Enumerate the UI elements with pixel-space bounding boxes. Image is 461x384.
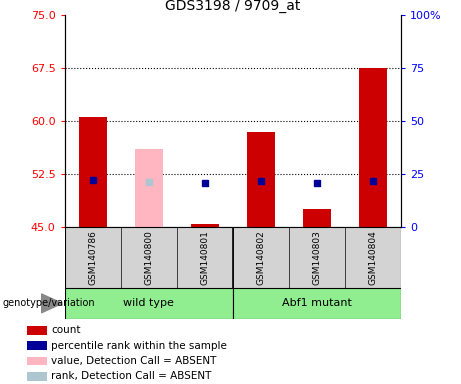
Text: GSM140800: GSM140800 [144,230,153,285]
Text: GSM140803: GSM140803 [313,230,321,285]
Text: rank, Detection Call = ABSENT: rank, Detection Call = ABSENT [51,371,212,381]
Text: wild type: wild type [123,298,174,308]
Bar [27,372,47,381]
Bar [27,326,47,334]
Bar [233,288,401,319]
Bar [247,131,275,227]
Text: GSM140802: GSM140802 [256,230,266,285]
Text: value, Detection Call = ABSENT: value, Detection Call = ABSENT [51,356,217,366]
Bar [27,341,47,350]
Bar [135,149,163,227]
Bar [359,68,387,227]
Text: Abf1 mutant: Abf1 mutant [282,298,352,308]
Text: percentile rank within the sample: percentile rank within the sample [51,341,227,351]
Bar [27,357,47,365]
Text: GSM140801: GSM140801 [200,230,209,285]
Text: GSM140804: GSM140804 [368,230,378,285]
Bar [78,118,106,227]
Polygon shape [41,294,62,313]
Bar [65,288,233,319]
Bar [191,225,219,227]
Text: GSM140786: GSM140786 [88,230,97,285]
Text: count: count [51,325,81,335]
Title: GDS3198 / 9709_at: GDS3198 / 9709_at [165,0,301,13]
Text: genotype/variation: genotype/variation [2,298,95,308]
Bar [303,209,331,227]
